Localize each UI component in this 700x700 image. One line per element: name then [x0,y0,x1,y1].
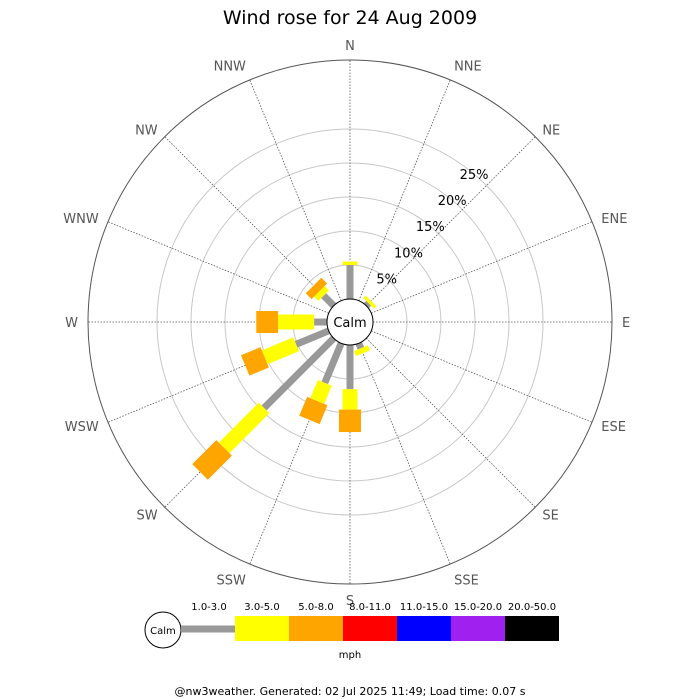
direction-label-s: S [346,594,354,609]
spoke-ne [365,136,536,307]
ring-label-3: 20% [438,194,467,209]
legend-label-0: 1.0-3.0 [191,602,226,613]
legend-swatch-2 [289,616,343,641]
direction-label-ene: ENE [601,212,627,227]
wind-bars [192,261,377,480]
bar-sse-1 [353,345,370,357]
spoke-ene [371,221,593,314]
bar-wsw-1 [261,337,299,365]
legend-label-1: 3.0-5.0 [244,602,279,613]
legend-swatch-1 [235,616,289,641]
spoke-ese [371,330,593,423]
direction-label-ne: NE [542,124,560,139]
bar-sw-0 [261,335,337,411]
bar-ssw-0 [321,341,345,385]
spoke-nnw [249,79,342,301]
footer-text: @nw3weather. Generated: 02 Jul 2025 11:4… [175,685,526,698]
direction-label-se: SE [542,508,558,523]
bar-ssw-2 [299,396,328,425]
spoke-nne [358,79,451,301]
direction-label-nw: NW [135,124,158,139]
direction-label-ese: ESE [601,420,626,435]
ring-labels: 5% 10% 15% 20% 25% [376,168,488,287]
bar-n-0 [346,265,354,299]
legend-label-4: 11.0-15.0 [400,602,448,613]
legend-label-3: 8.0-11.0 [349,602,391,613]
bar-ne-0 [363,300,372,309]
direction-label-ssw: SSW [217,573,247,588]
bar-w-2 [256,311,279,333]
legend-swatch-6 [505,616,559,641]
bar-s-1 [342,389,358,410]
spoke-wnw [107,221,329,314]
calm-circle [326,298,374,346]
bar-s-0 [346,345,354,390]
bar-ne-1 [363,295,377,309]
outer-ring [87,59,613,585]
ring-label-4: 25% [460,168,489,183]
bar-w-1 [278,314,315,330]
direction-label-nne: NNE [454,60,482,75]
bar-nw-0 [321,293,337,309]
bar-nw-1 [314,286,329,301]
legend-label-6: 20.0-50.0 [508,602,556,613]
bar-s-2 [339,409,361,433]
legend-swatch-5 [451,616,505,641]
ring-label-2: 15% [416,220,445,235]
direction-label-e: E [622,316,630,331]
chart-title: Wind rose for 24 Aug 2009 [223,7,477,29]
bar-sw-1 [218,402,270,454]
direction-labels: N NNE NE ENE E ESE SE SSE S SSW SW WSW W WNW NW NNW [63,39,630,609]
bar-nw-2 [305,277,328,300]
calm-label: Calm [333,316,366,331]
spoke-sse [358,343,451,565]
direction-label-wsw: WSW [65,420,99,435]
direction-label-wnw: WNW [63,212,99,227]
legend: Calm mph 1.0-3.0 3.0-5.0 5.0-8.0 8.0-11.0 11… [144,602,559,661]
bar-ssw-1 [310,379,332,404]
direction-label-n: N [345,39,355,54]
spoke-se [365,337,536,508]
direction-label-sse: SSE [454,573,479,588]
bar-sw-2 [192,440,232,480]
spoke-nw [164,136,335,307]
legend-label-2: 5.0-8.0 [298,602,333,613]
direction-label-sw: SW [137,508,158,523]
ring-4 [156,128,544,516]
legend-swatch-3 [343,616,397,641]
ring-label-1: 10% [394,246,423,261]
legend-label-5: 15.0-20.0 [454,602,502,613]
bar-wsw-2 [240,347,269,376]
direction-label-nnw: NNW [214,60,246,75]
bar-wsw-0 [294,327,331,348]
direction-label-w: W [65,316,78,331]
legend-swatch-4 [397,616,451,641]
legend-calm-label: Calm [150,626,176,637]
legend-units: mph [339,650,361,661]
bar-w-0 [314,318,328,326]
ring-label-0: 5% [376,272,397,287]
bar-n-1 [342,261,358,265]
